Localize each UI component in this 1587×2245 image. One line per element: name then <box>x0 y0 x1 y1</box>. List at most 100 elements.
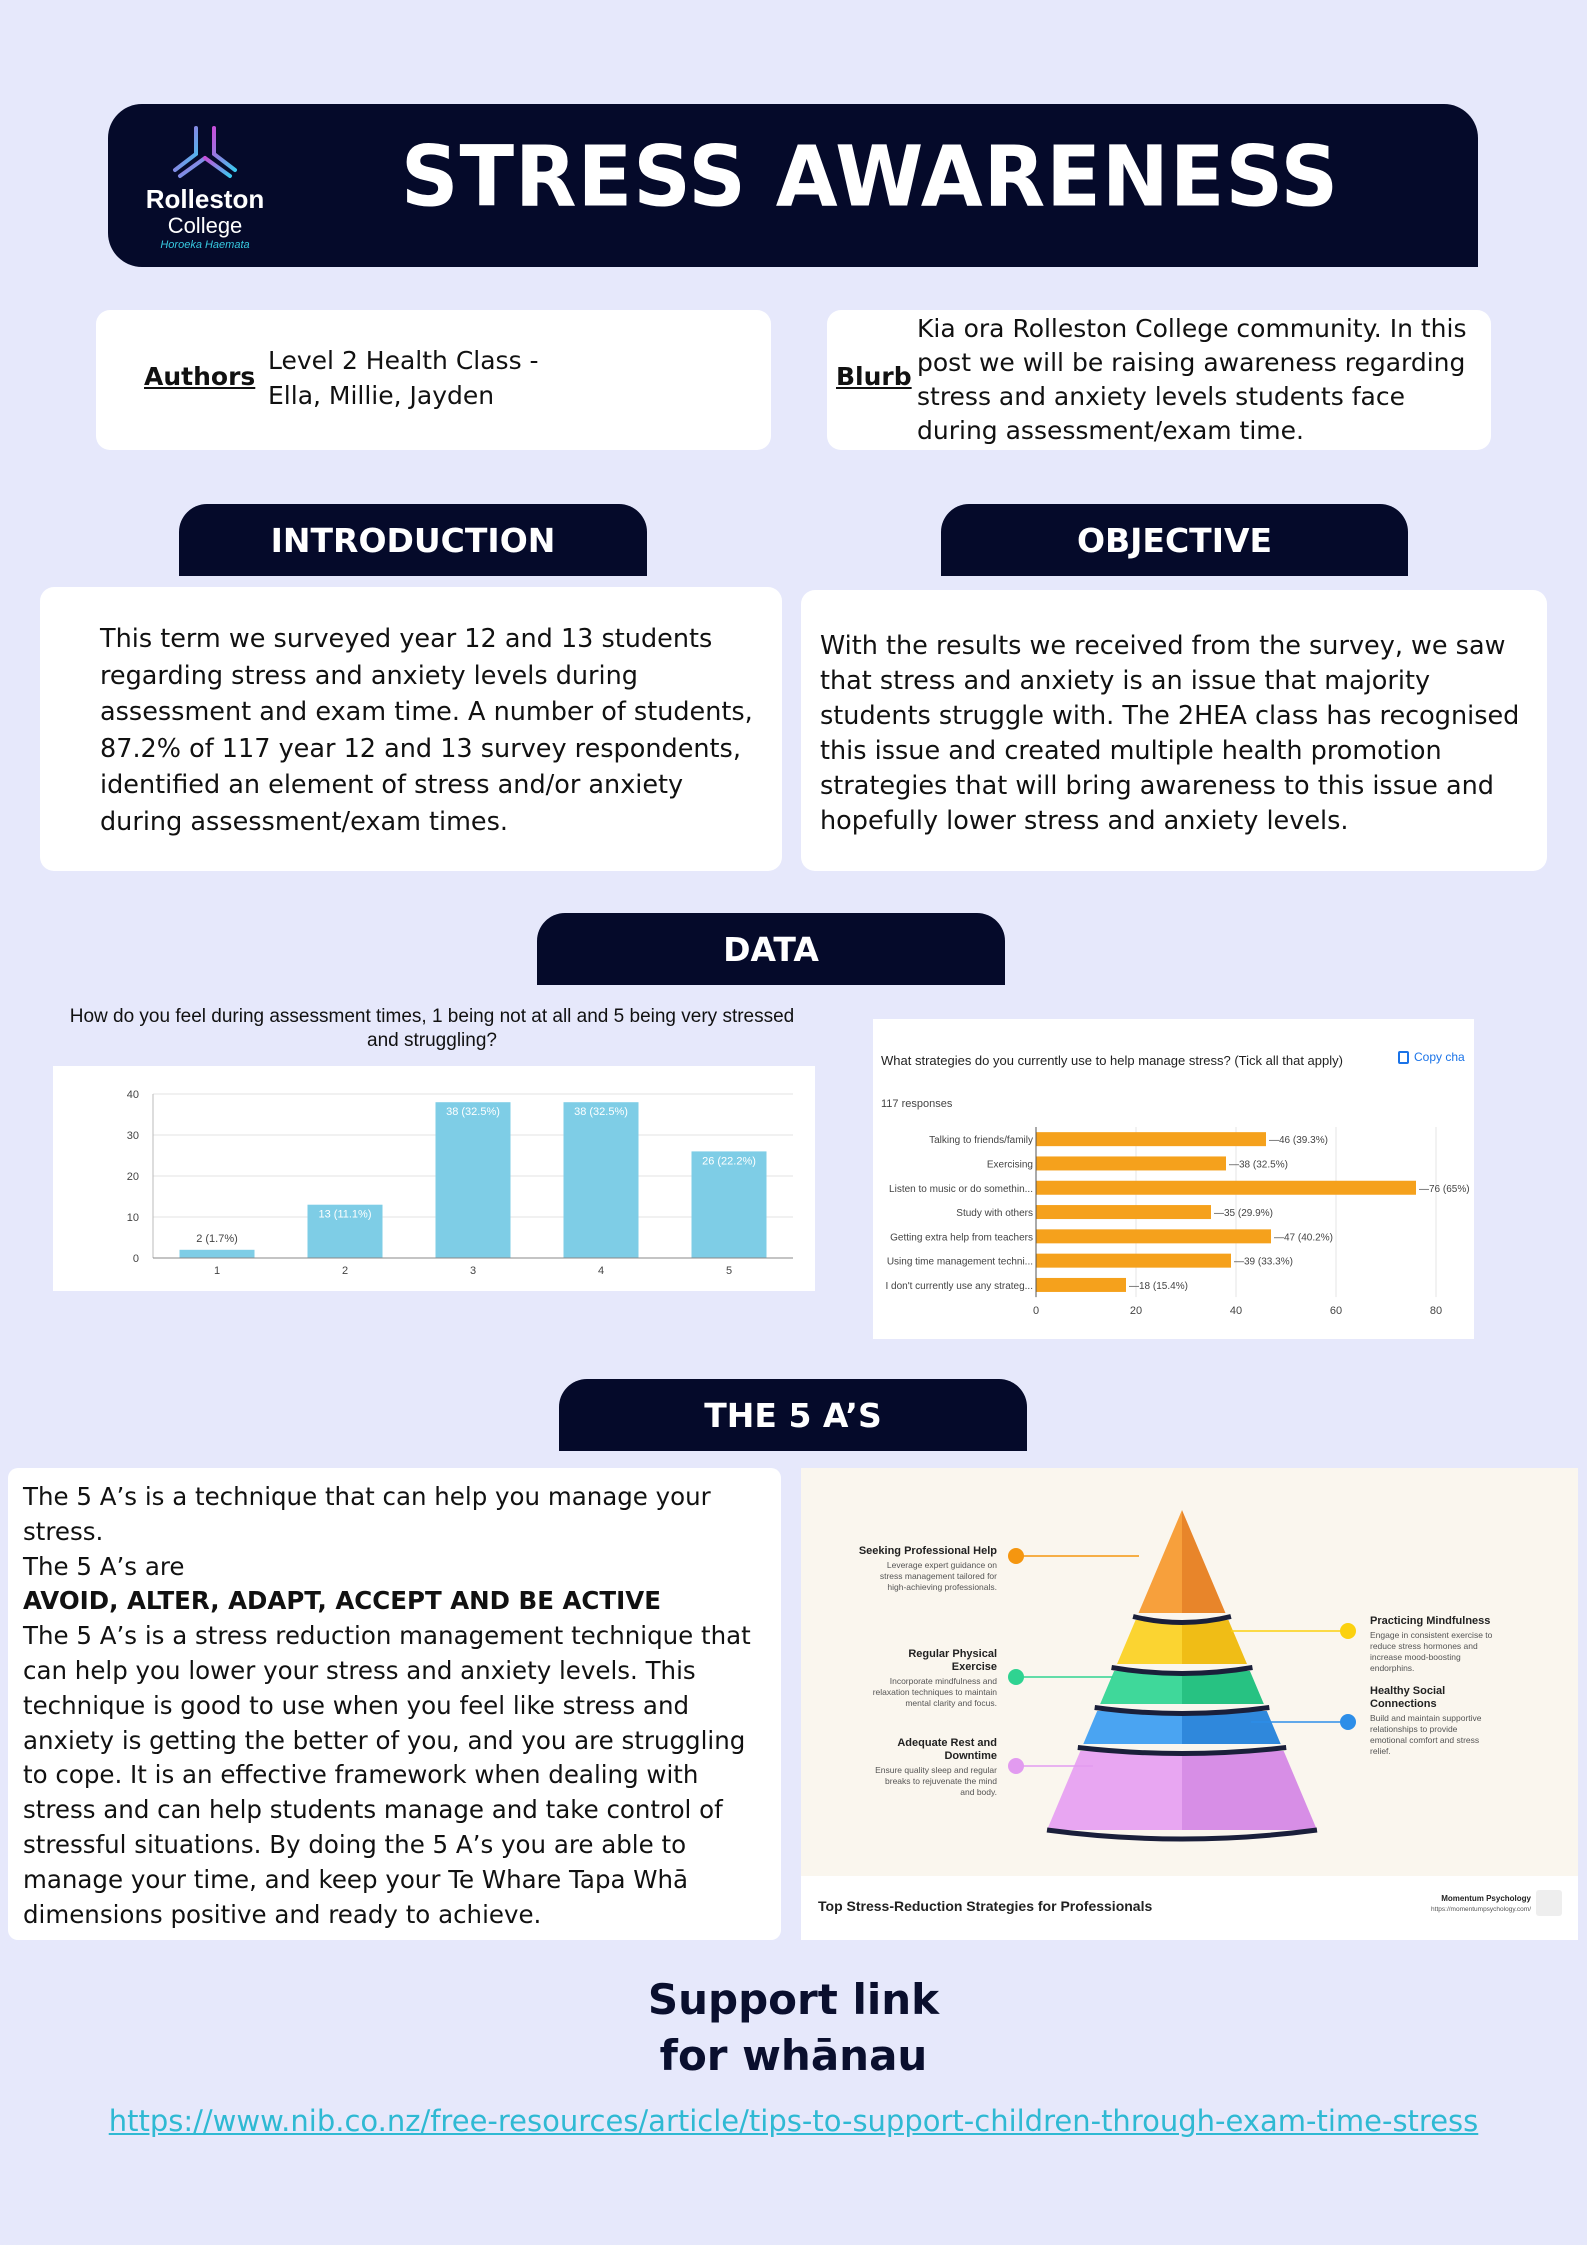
chart-2-category-label: Getting extra help from teachers <box>890 1232 1033 1243</box>
five-as-text-block: The 5 A’s is a technique that can help y… <box>23 1480 773 1932</box>
five-as-description: The 5 A’s is a stress reduction manageme… <box>23 1621 751 1929</box>
chart-2-panel: What strategies do you currently use to … <box>873 1019 1474 1339</box>
pyramid-marker <box>1008 1669 1024 1685</box>
chart-2-title: What strategies do you currently use to … <box>881 1053 1343 1068</box>
chart-1-data-label: 2 (1.7%) <box>196 1233 238 1245</box>
copy-chart-button[interactable]: Copy cha <box>1398 1050 1465 1064</box>
pyramid-footer: Top Stress-Reduction Strategies for Prof… <box>801 1876 1578 1940</box>
pyramid-base <box>1046 1827 1318 1842</box>
chart-1-title: How do you feel during assessment times,… <box>69 1006 795 1051</box>
pyramid-divider <box>1094 1705 1270 1716</box>
chart-1-xtick: 1 <box>214 1265 220 1277</box>
chart-1-ytick: 20 <box>127 1171 139 1183</box>
pyramid-brand: Momentum Psychology <box>1441 1894 1531 1903</box>
pyramid-layer-left <box>1138 1510 1182 1613</box>
chart-2-bar <box>1036 1229 1271 1244</box>
pyramid-item-title: Regular Physical <box>908 1648 997 1660</box>
chart-1-data-label: 38 (32.5%) <box>446 1106 500 1118</box>
chart-1-xtick: 2 <box>342 1265 348 1277</box>
chart-2-responses: 117 responses <box>881 1098 953 1110</box>
pyramid-item-title: Seeking Professional Help <box>859 1545 997 1557</box>
chart-2-xtick: 0 <box>1033 1305 1039 1317</box>
pyramid-item-desc: Engage in consistent exercise to <box>1370 1630 1493 1640</box>
pyramid-item-title: Healthy Social <box>1370 1685 1445 1697</box>
pyramid-brand-url: https://momentumpsychology.com/ <box>1431 1906 1531 1913</box>
chart-2-xtick: 40 <box>1230 1305 1242 1317</box>
introduction-card <box>40 587 782 871</box>
introduction-heading: INTRODUCTION <box>179 504 647 576</box>
objective-card <box>801 590 1547 871</box>
chart-2-category-label: Study with others <box>956 1208 1033 1219</box>
pyramid-item-desc: mental clarity and focus. <box>905 1698 997 1708</box>
blurb-card <box>827 310 1491 450</box>
pyramid-divider <box>1132 1614 1232 1625</box>
chart-2-category-label: Exercising <box>987 1159 1033 1170</box>
chart-2-svg: 0 20 40 60 80 Talking to friends/family —46 (3… <box>885 1127 1470 1317</box>
authors-label: Authors <box>144 362 256 391</box>
chart-1-bar <box>307 1204 383 1258</box>
chart-2-category-label: I don't currently use any strateg... <box>885 1281 1033 1292</box>
pyramid-layer-right <box>1182 1620 1247 1664</box>
pyramid-item-desc: endorphins. <box>1370 1663 1414 1673</box>
pyramid-marker <box>1340 1623 1356 1639</box>
chart-1-bar <box>179 1249 255 1258</box>
pyramid-marker <box>1008 1548 1024 1564</box>
logo-name-2: College <box>167 213 243 238</box>
pyramid-item-desc: Incorporate mindfulness and <box>890 1676 998 1686</box>
pyramid-marker <box>1340 1714 1356 1730</box>
pyramid-item-desc: Ensure quality sleep and regular <box>875 1765 997 1775</box>
logo-subtitle: Horoeka Haemata <box>160 239 250 251</box>
pyramid-item-desc: increase mood-boosting <box>1370 1652 1461 1662</box>
chart-1-svg: 0 10 20 30 40 2 (1.7%) 1 13 (11.1%) 2 38 (32.5%) 3… <box>127 1089 793 1277</box>
pyramid-caption: Top Stress-Reduction Strategies for Prof… <box>818 1898 1153 1914</box>
chart-2-xtick: 20 <box>1130 1305 1142 1317</box>
pyramid-infographic: Seeking Professional Help Leverage expert… <box>801 1468 1578 1940</box>
chart-1-xtick: 4 <box>598 1265 604 1277</box>
five-as-card <box>8 1468 781 1940</box>
chart-2-bar <box>1036 1253 1231 1268</box>
pyramid-item-desc: reduce stress hormones and <box>1370 1641 1478 1651</box>
copy-icon <box>1398 1050 1409 1064</box>
objective-heading: OBJECTIVE <box>941 504 1408 576</box>
chart-2-category-label: Using time management techni... <box>887 1257 1033 1268</box>
logo-name: Rolleston <box>145 184 265 214</box>
pyramid-layer-left <box>1083 1711 1182 1744</box>
five-as-heading: THE 5 A’S <box>559 1379 1027 1451</box>
header-banner <box>108 104 1478 267</box>
support-link[interactable]: https://www.nib.co.nz/free-resources/art… <box>108 2104 1479 2138</box>
pyramid-item-desc: relationships to provide <box>1370 1724 1458 1734</box>
introduction-text: This term we surveyed year 12 and 13 stu… <box>100 624 753 837</box>
pyramid-item-title-2: Connections <box>1370 1698 1437 1710</box>
objective-text: With the results we received from the su… <box>820 631 1520 836</box>
pyramid-layer-left <box>1047 1751 1182 1830</box>
pyramid-layer-left <box>1117 1620 1182 1664</box>
chart-2-bar <box>1036 1156 1226 1171</box>
chart-1-xtick: 5 <box>726 1265 732 1277</box>
chart-2-data-label: —76 (65%) <box>1419 1184 1470 1195</box>
copy-chart-label: Copy cha <box>1414 1050 1465 1064</box>
authors-line-1: Level 2 Health Class - <box>268 346 539 375</box>
chart-2-bar <box>1036 1205 1211 1220</box>
pyramid-layer-right <box>1182 1671 1264 1704</box>
chart-1-bar <box>691 1151 767 1258</box>
chart-2-data-label: —38 (32.5%) <box>1229 1159 1288 1170</box>
pyramid-item-desc: relief. <box>1370 1746 1391 1756</box>
pyramid-divider <box>1111 1665 1253 1676</box>
support-line-1: Support link <box>647 1975 940 2024</box>
chart-2-xtick: 80 <box>1430 1305 1442 1317</box>
page-title: STRESS AWARENESS <box>400 127 1340 226</box>
five-as-are: The 5 A’s are <box>23 1551 185 1581</box>
chart-2-data-label: —18 (15.4%) <box>1129 1281 1188 1292</box>
pyramid-svg: Seeking Professional Help Leverage expert… <box>859 1510 1493 1842</box>
chart-2-data-label: —39 (33.3%) <box>1234 1257 1293 1268</box>
pyramid-item-title: Practicing Mindfulness <box>1370 1615 1490 1627</box>
pyramid-item-title-2: Exercise <box>952 1661 997 1673</box>
chart-1-bar <box>435 1102 511 1258</box>
chart-2-data-label: —47 (40.2%) <box>1274 1232 1333 1243</box>
chart-1-data-label: 26 (22.2%) <box>702 1155 756 1167</box>
pyramid-item-desc: stress management tailored for <box>880 1571 997 1581</box>
chart-1-data-label: 38 (32.5%) <box>574 1106 628 1118</box>
chart-1-ytick: 10 <box>127 1212 139 1224</box>
logo-mark-icon <box>173 122 237 184</box>
pyramid-layer-right <box>1182 1711 1281 1744</box>
